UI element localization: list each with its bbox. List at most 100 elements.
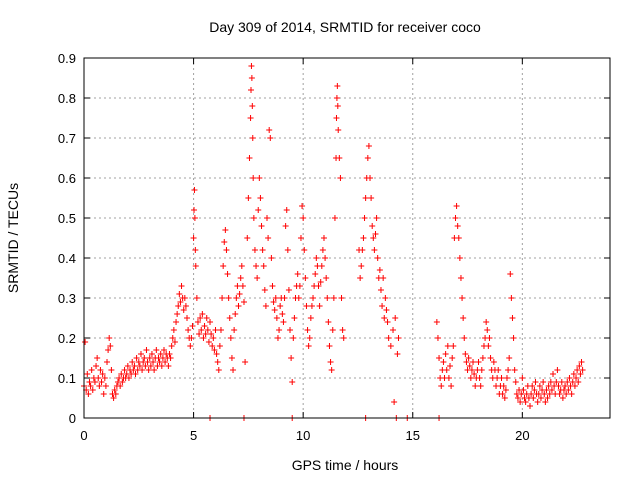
- data-point: [479, 355, 486, 361]
- data-point: [475, 359, 482, 365]
- data-point: [440, 359, 447, 365]
- data-point: [167, 355, 174, 361]
- data-point: [86, 379, 93, 385]
- data-point: [142, 363, 149, 369]
- data-point: [360, 235, 367, 241]
- data-point: [362, 195, 369, 201]
- x-tick-label: 0: [80, 428, 87, 443]
- data-point: [312, 271, 319, 277]
- data-point: [302, 275, 309, 281]
- data-point: [105, 347, 112, 353]
- data-point: [88, 367, 95, 373]
- data-point: [577, 371, 584, 377]
- data-point: [558, 379, 565, 385]
- data-point: [510, 335, 517, 341]
- data-point: [500, 383, 507, 389]
- data-point: [235, 303, 242, 309]
- data-point: [288, 355, 295, 361]
- data-point: [383, 307, 390, 313]
- data-point: [108, 367, 115, 373]
- y-tick-label: 0.7: [58, 131, 76, 146]
- data-point: [106, 335, 113, 341]
- data-point: [101, 375, 108, 381]
- data-point: [131, 363, 138, 369]
- data-point: [242, 359, 249, 365]
- data-point: [174, 311, 181, 317]
- data-point: [176, 291, 183, 297]
- data-point: [395, 335, 402, 341]
- data-point: [336, 155, 343, 161]
- data-point: [132, 371, 139, 377]
- data-point: [204, 327, 211, 333]
- data-point: [486, 335, 493, 341]
- data-point: [200, 335, 207, 341]
- data-point: [118, 371, 125, 377]
- data-point: [325, 319, 332, 325]
- data-point: [307, 315, 314, 321]
- data-point: [291, 315, 298, 321]
- data-point: [247, 115, 254, 121]
- data-point: [333, 115, 340, 121]
- data-point: [95, 375, 102, 381]
- data-point: [478, 367, 485, 373]
- data-point: [169, 335, 176, 341]
- data-point: [271, 307, 278, 313]
- data-point: [483, 319, 490, 325]
- data-point: [231, 327, 238, 333]
- x-axis-label: GPS time / hours: [292, 457, 399, 473]
- data-point: [238, 263, 245, 269]
- data-point: [248, 63, 255, 69]
- data-point: [207, 319, 214, 325]
- data-point: [121, 367, 128, 373]
- data-point: [97, 367, 104, 373]
- data-point: [184, 315, 191, 321]
- data-point: [280, 319, 287, 325]
- data-point: [545, 383, 552, 389]
- data-point: [251, 247, 258, 253]
- data-point: [392, 315, 399, 321]
- data-point: [84, 371, 91, 377]
- data-point: [377, 287, 384, 293]
- data-point: [550, 371, 557, 377]
- data-point: [185, 327, 192, 333]
- data-point: [173, 319, 180, 325]
- data-point: [529, 383, 536, 389]
- data-point: [546, 391, 553, 397]
- data-point: [303, 303, 310, 309]
- data-point: [442, 351, 449, 357]
- data-point: [133, 355, 140, 361]
- data-point: [227, 335, 234, 341]
- data-point: [166, 351, 173, 357]
- y-tick-label: 0.3: [58, 291, 76, 306]
- data-point: [107, 343, 114, 349]
- data-point: [125, 375, 132, 381]
- data-points: [81, 63, 586, 421]
- data-point: [506, 355, 513, 361]
- data-point: [100, 391, 107, 397]
- axis-ticks: [83, 57, 610, 419]
- data-point: [570, 371, 577, 377]
- data-point: [542, 399, 549, 405]
- data-point: [334, 83, 341, 89]
- data-point: [535, 391, 542, 397]
- chart-title: Day 309 of 2014, SRMTID for receiver coc…: [209, 19, 481, 35]
- data-point: [226, 315, 233, 321]
- data-point: [436, 355, 443, 361]
- data-point: [222, 227, 229, 233]
- data-point: [374, 255, 381, 261]
- data-point: [254, 275, 261, 281]
- data-point: [171, 339, 178, 345]
- data-point: [191, 207, 198, 213]
- data-point: [144, 359, 151, 365]
- data-point: [305, 343, 312, 349]
- data-point: [319, 247, 326, 253]
- data-point: [205, 339, 212, 345]
- data-point: [338, 295, 345, 301]
- data-point: [320, 235, 327, 241]
- data-point: [376, 267, 383, 273]
- data-point: [104, 359, 111, 365]
- data-point: [146, 355, 153, 361]
- data-point: [256, 175, 263, 181]
- data-point: [232, 311, 239, 317]
- data-point: [170, 327, 177, 333]
